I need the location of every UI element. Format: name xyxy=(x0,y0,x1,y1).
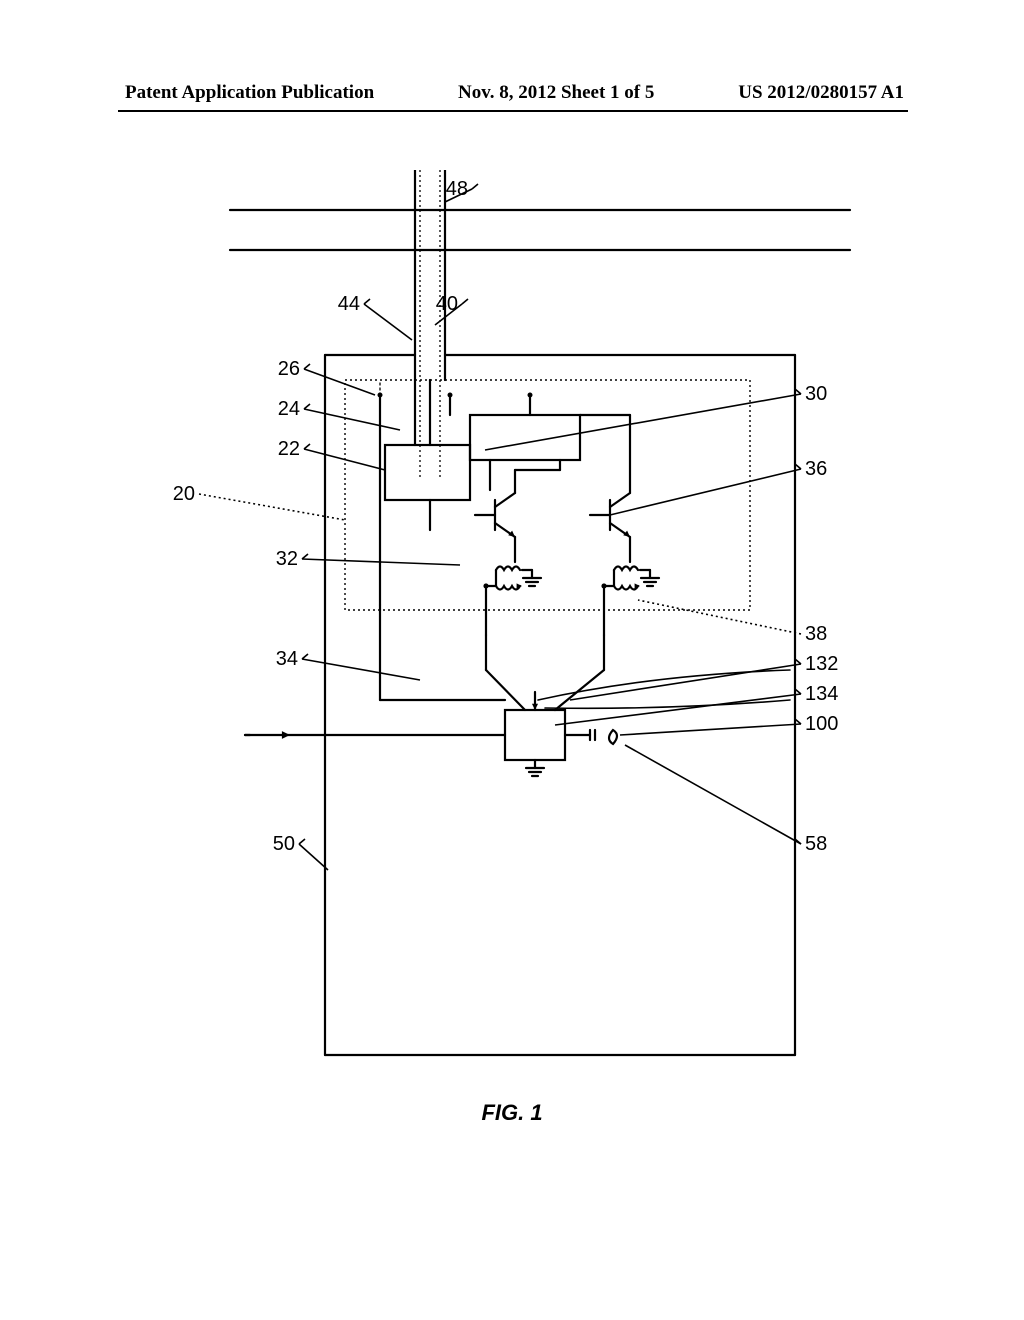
svg-text:26: 26 xyxy=(278,358,300,380)
header-right: US 2012/0280157 A1 xyxy=(738,82,904,104)
svg-text:32: 32 xyxy=(276,548,298,570)
svg-text:44: 44 xyxy=(338,293,360,315)
svg-text:38: 38 xyxy=(805,623,827,645)
svg-text:22: 22 xyxy=(278,438,300,460)
header-rule xyxy=(118,110,908,112)
svg-text:100: 100 xyxy=(805,713,838,735)
svg-text:36: 36 xyxy=(805,458,827,480)
header-left: Patent Application Publication xyxy=(125,82,374,104)
svg-text:34: 34 xyxy=(276,648,298,670)
svg-text:58: 58 xyxy=(805,833,827,855)
svg-text:24: 24 xyxy=(278,398,300,420)
header-center: Nov. 8, 2012 Sheet 1 of 5 xyxy=(458,82,654,104)
svg-text:30: 30 xyxy=(805,383,827,405)
svg-text:50: 50 xyxy=(273,833,295,855)
svg-text:132: 132 xyxy=(805,653,838,675)
svg-text:134: 134 xyxy=(805,683,838,705)
figure-svg: 2022242630323436384044485058100132134 xyxy=(150,170,870,1090)
page-header: Patent Application Publication Nov. 8, 2… xyxy=(0,82,1024,104)
svg-text:40: 40 xyxy=(436,293,458,315)
svg-text:20: 20 xyxy=(173,483,195,505)
figure-caption: FIG. 1 xyxy=(0,1100,1024,1126)
figure-1: 2022242630323436384044485058100132134 xyxy=(150,170,870,1090)
